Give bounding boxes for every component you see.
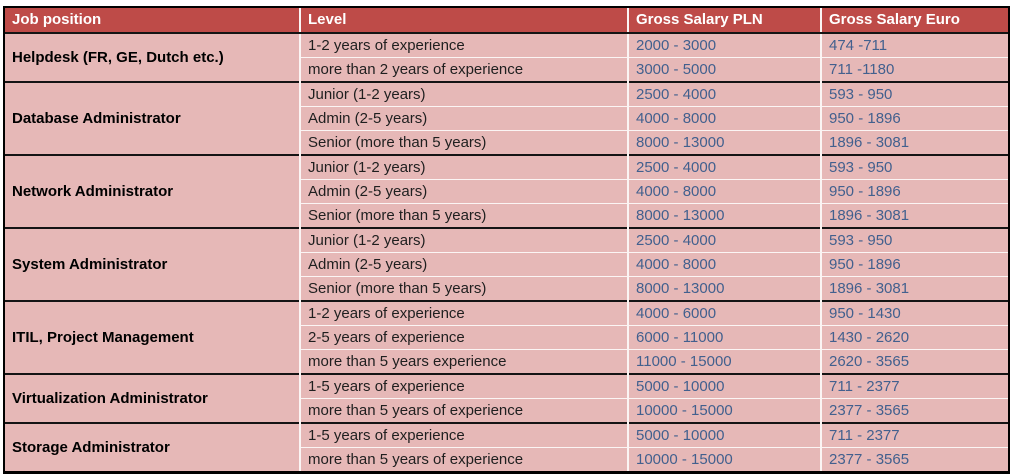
salary-euro-cell: 474 -711 (820, 32, 1008, 58)
level-cell: 1-2 years of experience (299, 32, 628, 58)
level-cell: Junior (1-2 years) (299, 227, 628, 253)
col-header-gross-salary-euro: Gross Salary Euro (820, 8, 1008, 34)
level-cell: 2-5 years of experience (299, 325, 628, 350)
salary-euro-cell: 950 - 1896 (820, 106, 1008, 131)
col-header-job-position: Job position (5, 8, 300, 34)
level-cell: more than 5 years of experience (299, 447, 628, 471)
job-position-cell: Helpdesk (FR, GE, Dutch etc.) (5, 32, 300, 82)
salary-pln-cell: 5000 - 10000 (627, 373, 821, 399)
table-row: 2-5 years of experience 6000 - 11000 1430 … (5, 325, 1008, 350)
salary-euro-cell: 950 - 1896 (820, 179, 1008, 204)
col-header-level: Level (299, 8, 628, 34)
level-cell: 1-5 years of experience (299, 373, 628, 399)
table-row: Admin (2-5 years) 4000 - 8000 950 - 1896 (5, 179, 1008, 204)
salary-pln-cell: 8000 - 13000 (627, 203, 821, 228)
job-position-cell: ITIL, Project Management (5, 300, 300, 374)
salary-euro-cell: 2377 - 3565 (820, 398, 1008, 423)
job-position-cell: Database Administrator (5, 81, 300, 155)
salary-pln-cell: 10000 - 15000 (627, 447, 821, 471)
salary-pln-cell: 4000 - 8000 (627, 179, 821, 204)
salary-pln-cell: 2500 - 4000 (627, 81, 821, 107)
level-cell: more than 5 years experience (299, 349, 628, 374)
level-cell: more than 5 years of experience (299, 398, 628, 423)
salary-pln-cell: 8000 - 13000 (627, 130, 821, 155)
table-row: Helpdesk (FR, GE, Dutch etc.) 1-2 years o… (5, 32, 1008, 82)
level-cell: Admin (2-5 years) (299, 179, 628, 204)
salary-euro-cell: 711 - 2377 (820, 373, 1008, 399)
table-row: more than 2 years of experience 3000 - 50… (5, 57, 1008, 82)
salary-pln-cell: 11000 - 15000 (627, 349, 821, 374)
salary-euro-cell: 1896 - 3081 (820, 130, 1008, 155)
job-position-cell: Storage Administrator (5, 422, 300, 471)
salary-euro-cell: 1430 - 2620 (820, 325, 1008, 350)
salary-euro-cell: 593 - 950 (820, 227, 1008, 253)
table-row: Senior (more than 5 years) 8000 - 13000 18… (5, 276, 1008, 301)
table-row: Admin (2-5 years) 4000 - 8000 950 - 1896 (5, 252, 1008, 277)
table-row: Virtualization Administrator 1-5 years of… (5, 373, 1008, 423)
level-cell: 1-5 years of experience (299, 422, 628, 448)
header-row: Job position Level Gross Salary PLN Gros… (5, 8, 1008, 34)
salary-euro-cell: 593 - 950 (820, 154, 1008, 180)
salary-euro-cell: 711 -1180 (820, 57, 1008, 82)
salary-pln-cell: 2000 - 3000 (627, 32, 821, 58)
salary-euro-cell: 2377 - 3565 (820, 447, 1008, 471)
table-row: Senior (more than 5 years) 8000 - 13000 18… (5, 130, 1008, 155)
level-cell: Senior (more than 5 years) (299, 130, 628, 155)
page: Job position Level Gross Salary PLN Gros… (3, 6, 1010, 474)
salary-pln-cell: 6000 - 11000 (627, 325, 821, 350)
table-row: Admin (2-5 years) 4000 - 8000 950 - 1896 (5, 106, 1008, 131)
table-row: more than 5 years experience 11000 - 1500… (5, 349, 1008, 374)
salary-euro-cell: 593 - 950 (820, 81, 1008, 107)
salary-pln-cell: 2500 - 4000 (627, 154, 821, 180)
salary-euro-cell: 1896 - 3081 (820, 203, 1008, 228)
salary-table-container: Job position Level Gross Salary PLN Gros… (3, 6, 1010, 474)
salary-pln-cell: 4000 - 6000 (627, 300, 821, 326)
level-cell: Senior (more than 5 years) (299, 203, 628, 228)
level-cell: 1-2 years of experience (299, 300, 628, 326)
table-row: ITIL, Project Management 1-2 years of exp… (5, 300, 1008, 374)
table-row: Database Administrator Junior (1-2 years)… (5, 81, 1008, 155)
level-cell: Admin (2-5 years) (299, 252, 628, 277)
salary-pln-cell: 2500 - 4000 (627, 227, 821, 253)
level-cell: Junior (1-2 years) (299, 154, 628, 180)
job-position-cell: Network Administrator (5, 154, 300, 228)
salary-euro-cell: 950 - 1896 (820, 252, 1008, 277)
col-header-gross-salary-pln: Gross Salary PLN (627, 8, 821, 34)
level-cell: Junior (1-2 years) (299, 81, 628, 107)
job-position-cell: System Administrator (5, 227, 300, 301)
salary-euro-cell: 711 - 2377 (820, 422, 1008, 448)
table-row: Senior (more than 5 years) 8000 - 13000 18… (5, 203, 1008, 228)
job-position-cell: Virtualization Administrator (5, 373, 300, 423)
salary-pln-cell: 10000 - 15000 (627, 398, 821, 423)
salary-pln-cell: 3000 - 5000 (627, 57, 821, 82)
level-cell: more than 2 years of experience (299, 57, 628, 82)
salary-pln-cell: 4000 - 8000 (627, 252, 821, 277)
salary-pln-cell: 5000 - 10000 (627, 422, 821, 448)
table-row: Network Administrator Junior (1-2 years) 2… (5, 154, 1008, 228)
level-cell: Admin (2-5 years) (299, 106, 628, 131)
table-row: more than 5 years of experience 10000 - 1… (5, 398, 1008, 423)
table-row: Storage Administrator 1-5 years of experi… (5, 422, 1008, 471)
table-row: System Administrator Junior (1-2 years) 25… (5, 227, 1008, 301)
salary-pln-cell: 8000 - 13000 (627, 276, 821, 301)
level-cell: Senior (more than 5 years) (299, 276, 628, 301)
salary-euro-cell: 2620 - 3565 (820, 349, 1008, 374)
salary-euro-cell: 1896 - 3081 (820, 276, 1008, 301)
salary-pln-cell: 4000 - 8000 (627, 106, 821, 131)
salary-table: Job position Level Gross Salary PLN Gros… (5, 8, 1008, 471)
salary-euro-cell: 950 - 1430 (820, 300, 1008, 326)
